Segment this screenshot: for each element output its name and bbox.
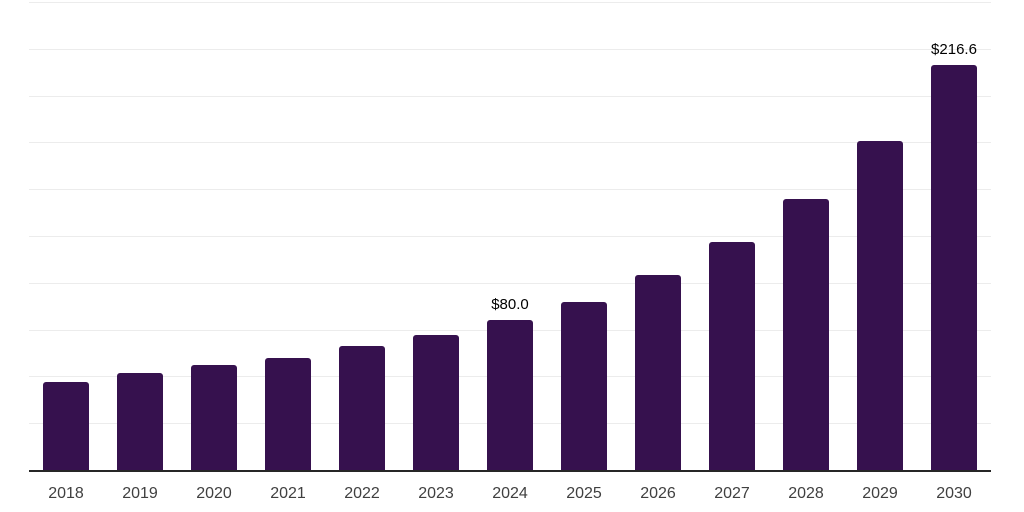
plot-area: $80.0 $216.6 [29, 2, 991, 472]
x-tick-label: 2019 [122, 485, 158, 502]
bar-value-label: $216.6 [931, 40, 977, 58]
bar [339, 346, 385, 470]
x-tick-label: 2023 [418, 485, 454, 502]
x-tick-label: 2025 [566, 485, 602, 502]
bar [635, 275, 681, 470]
x-tick-label: 2024 [492, 485, 528, 502]
x-tick-label: 2029 [862, 485, 898, 502]
x-tick-label: 2018 [48, 485, 84, 502]
bar [857, 140, 903, 470]
x-tick-label: 2030 [936, 485, 972, 502]
x-tick-label: 2028 [788, 485, 824, 502]
x-axis: 2018 2019 2020 2021 2022 2023 2024 2025 2026 2027… [29, 482, 991, 506]
bar [561, 301, 607, 470]
x-tick-label: 2022 [344, 485, 380, 502]
gridline [29, 48, 991, 50]
bar [191, 365, 237, 470]
bar [709, 241, 755, 470]
bar-value-label: $80.0 [491, 296, 529, 314]
bar [783, 198, 829, 470]
bar [43, 382, 89, 470]
x-tick-label: 2026 [640, 485, 676, 502]
bar [117, 372, 163, 470]
gridline [29, 95, 991, 97]
bar [413, 335, 459, 470]
x-tick-label: 2027 [714, 485, 750, 502]
gridline [29, 142, 991, 144]
bar [931, 64, 977, 470]
bar [265, 357, 311, 470]
gridline [29, 189, 991, 191]
gridline [29, 2, 991, 3]
gridline [29, 282, 991, 284]
gridline [29, 236, 991, 237]
bar [487, 320, 533, 470]
x-tick-label: 2021 [270, 485, 306, 502]
x-tick-label: 2020 [196, 485, 232, 502]
